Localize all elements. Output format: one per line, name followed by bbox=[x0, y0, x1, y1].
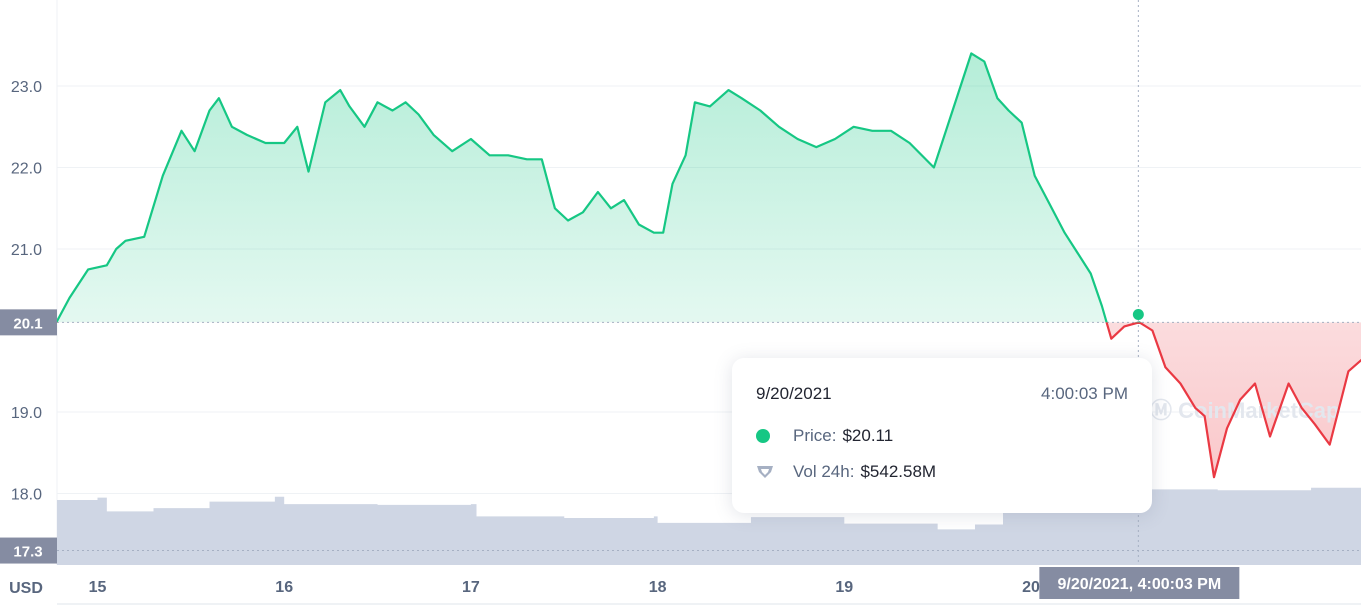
x-tick-label: 15 bbox=[89, 579, 107, 596]
y-tick-label: 23.0 bbox=[11, 79, 42, 96]
volume-shield-icon bbox=[757, 466, 773, 478]
y-tick-label: 19.0 bbox=[11, 405, 42, 422]
y-tick-label: 22.0 bbox=[11, 161, 42, 178]
chart-tooltip: 9/20/2021 4:00:03 PM Price: $20.11 Vol 2… bbox=[732, 358, 1152, 513]
price-line-down bbox=[57, 322, 1361, 479]
price-dot-icon bbox=[756, 429, 770, 443]
volume-area bbox=[57, 487, 1361, 565]
tooltip-volume-value: $542.58M bbox=[860, 462, 937, 481]
y-tick-label: 21.0 bbox=[11, 242, 42, 259]
tooltip-volume-row: Vol 24h: $542.58M bbox=[756, 462, 936, 482]
axis-min-badge: 17.3 bbox=[13, 544, 42, 561]
x-tick-label: 18 bbox=[649, 579, 667, 596]
tooltip-price-row: Price: $20.11 bbox=[756, 426, 893, 446]
price-area-down bbox=[1106, 322, 1361, 478]
x-tick-label: 17 bbox=[462, 579, 480, 596]
price-area-up bbox=[57, 53, 1361, 323]
tooltip-time: 4:00:03 PM bbox=[1041, 384, 1128, 403]
tooltip-date: 9/20/2021 bbox=[756, 384, 832, 403]
reference-price-badge: 20.1 bbox=[13, 315, 42, 332]
watermark-text: Ⓜ CoinMarketCap bbox=[1150, 398, 1339, 423]
axis-min-badge-bg bbox=[0, 537, 57, 564]
tooltip-price-value: $20.11 bbox=[842, 426, 894, 445]
x-tick-label: 20 bbox=[1022, 579, 1040, 596]
tooltip-volume-label: Vol 24h: bbox=[793, 462, 855, 481]
currency-label: USD bbox=[9, 580, 43, 597]
crosshair-time-badge-bg bbox=[1039, 567, 1240, 599]
x-tick-label: 16 bbox=[275, 579, 293, 596]
tooltip-price-label: Price: bbox=[793, 426, 837, 445]
crosshair-time-badge: 9/20/2021, 4:00:03 PM bbox=[1058, 576, 1222, 593]
hover-point bbox=[1132, 309, 1144, 321]
price-line-up bbox=[57, 52, 1142, 323]
y-tick-label: 18.0 bbox=[11, 487, 42, 504]
x-tick-label: 19 bbox=[835, 579, 853, 596]
reference-price-badge-bg bbox=[0, 309, 57, 336]
